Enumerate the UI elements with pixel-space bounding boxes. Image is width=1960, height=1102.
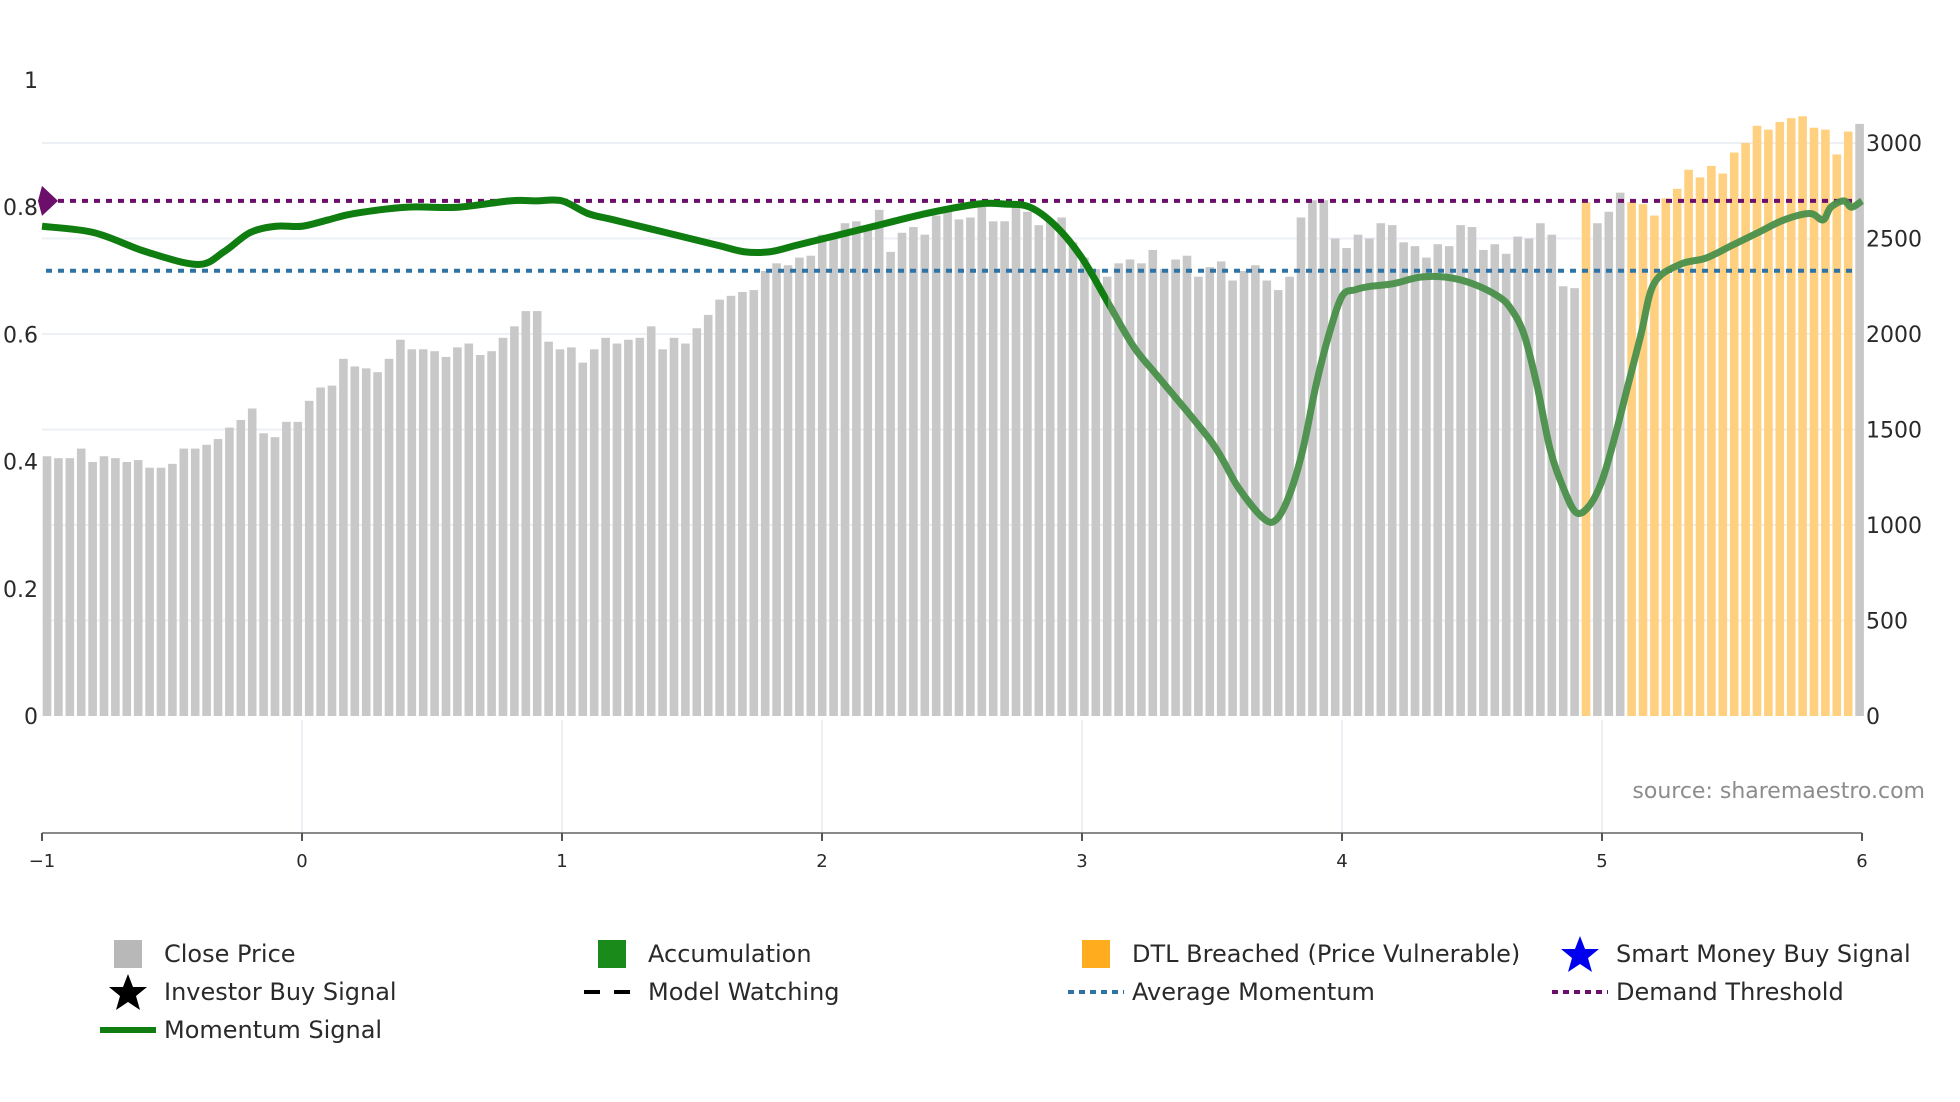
star-icon: [96, 974, 160, 1010]
square-icon: [1064, 938, 1128, 970]
square-icon: [580, 938, 644, 970]
svg-text:2500: 2500: [1866, 228, 1922, 253]
legend-label: Close Price: [164, 940, 296, 968]
svg-text:1500: 1500: [1866, 419, 1922, 444]
svg-text:0: 0: [296, 851, 307, 872]
svg-text:1000: 1000: [1866, 514, 1922, 539]
svg-text:0: 0: [24, 705, 38, 730]
dotted-line-icon: [1064, 976, 1128, 1008]
star-icon: [1548, 936, 1612, 972]
legend-item-accumulation[interactable]: Accumulation: [580, 938, 812, 970]
svg-text:3: 3: [1076, 851, 1087, 872]
solid-line-icon: [96, 1014, 160, 1046]
threshold-lines: [38, 185, 1854, 273]
svg-text:3000: 3000: [1866, 132, 1922, 157]
svg-text:2: 2: [816, 851, 827, 872]
legend-item-demand-threshold[interactable]: Demand Threshold: [1548, 976, 1844, 1008]
legend-label: Momentum Signal: [164, 1016, 383, 1044]
svg-text:1: 1: [556, 851, 567, 872]
svg-text:0.2: 0.2: [3, 578, 38, 603]
legend-item-close-price[interactable]: Close Price: [96, 938, 296, 970]
legend-label: Accumulation: [648, 940, 812, 968]
legend-label: Average Momentum: [1132, 978, 1375, 1006]
svg-text:0: 0: [1866, 705, 1880, 730]
legend-item-dtl-breached[interactable]: DTL Breached (Price Vulnerable): [1064, 938, 1520, 970]
svg-text:5: 5: [1596, 851, 1607, 872]
legend-item-smart-money-buy-signal[interactable]: Smart Money Buy Signal: [1548, 936, 1911, 972]
svg-text:−1: −1: [29, 851, 56, 872]
legend-item-average-momentum[interactable]: Average Momentum: [1064, 976, 1375, 1008]
svg-text:500: 500: [1866, 610, 1908, 635]
dashed-line-icon: [580, 976, 644, 1008]
legend-label: Investor Buy Signal: [164, 978, 397, 1006]
square-icon: [96, 938, 160, 970]
svg-text:1: 1: [24, 69, 38, 94]
legend-label: Smart Money Buy Signal: [1616, 940, 1911, 968]
svg-text:0.4: 0.4: [3, 451, 38, 476]
svg-text:0.8: 0.8: [3, 196, 38, 221]
dotted-line-icon: [1548, 976, 1612, 1008]
svg-text:4: 4: [1336, 851, 1347, 872]
legend-label: Model Watching: [648, 978, 840, 1006]
legend-label: Demand Threshold: [1616, 978, 1844, 1006]
legend-item-momentum-signal[interactable]: Momentum Signal: [96, 1014, 382, 1046]
svg-text:6: 6: [1856, 851, 1867, 872]
svg-text:2000: 2000: [1866, 323, 1922, 348]
source-label: source: sharemaestro.com: [1632, 779, 1925, 804]
axes: −1 0 1 2 3 4 5 6 0 0.2 0.4 0.6 0.8 1 0 500 1000 1500 2000 2…: [3, 69, 1922, 872]
svg-text:0.6: 0.6: [3, 323, 38, 348]
legend-label: DTL Breached (Price Vulnerable): [1132, 940, 1521, 968]
legend-item-investor-buy-signal[interactable]: Investor Buy Signal: [96, 974, 397, 1010]
legend-item-model-watching[interactable]: Model Watching: [580, 976, 840, 1008]
momentum-signal-line: [41, 196, 1865, 526]
chart-plot: −1 0 1 2 3 4 5 6 0 0.2 0.4 0.6 0.8 1 0 500 1000 1500 2000 2…: [3, 69, 1925, 872]
close-price-bars: [42, 116, 1864, 717]
